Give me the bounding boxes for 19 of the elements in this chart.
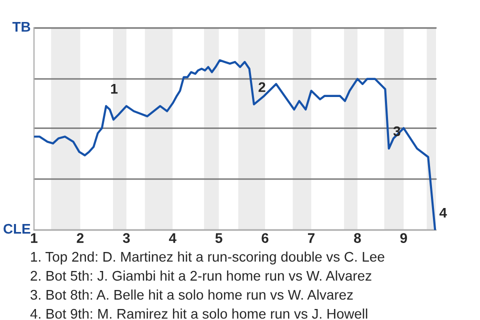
annotation: 2 — [258, 82, 266, 92]
x-tick-label: 3 — [122, 233, 130, 243]
x-tick-label: 2 — [76, 233, 84, 243]
text: 3. Bot 8th: A. Belle hit a solo home run vs W. Alvarez — [30, 290, 353, 300]
annotation: 4 — [439, 208, 447, 218]
x-tick-label: 5 — [215, 233, 222, 243]
ref-line-label: CLE — [4, 224, 30, 234]
x-tick-label: 1 — [31, 233, 38, 243]
x-tick-label: 7 — [308, 233, 314, 243]
text: 2. Bot 5th: J. Giambi hit a 2-run home run vs W. Alvarez — [30, 270, 372, 281]
ref-line-label: TB — [12, 22, 30, 32]
x-tick-label: 6 — [262, 233, 268, 243]
x-tick-label: 9 — [400, 233, 408, 243]
text: 4. Bot 9th: M. Ramirez hit a solo home run vs J. Howell — [30, 308, 368, 319]
x-tick-label: 4 — [168, 233, 176, 243]
annotation: 1 — [111, 84, 118, 94]
text: 1. Top 2nd: D. Martinez hit a run-scoring double vs C. Lee — [31, 252, 384, 264]
x-tick-label: 8 — [354, 233, 361, 243]
annotation: 3 — [393, 126, 400, 136]
